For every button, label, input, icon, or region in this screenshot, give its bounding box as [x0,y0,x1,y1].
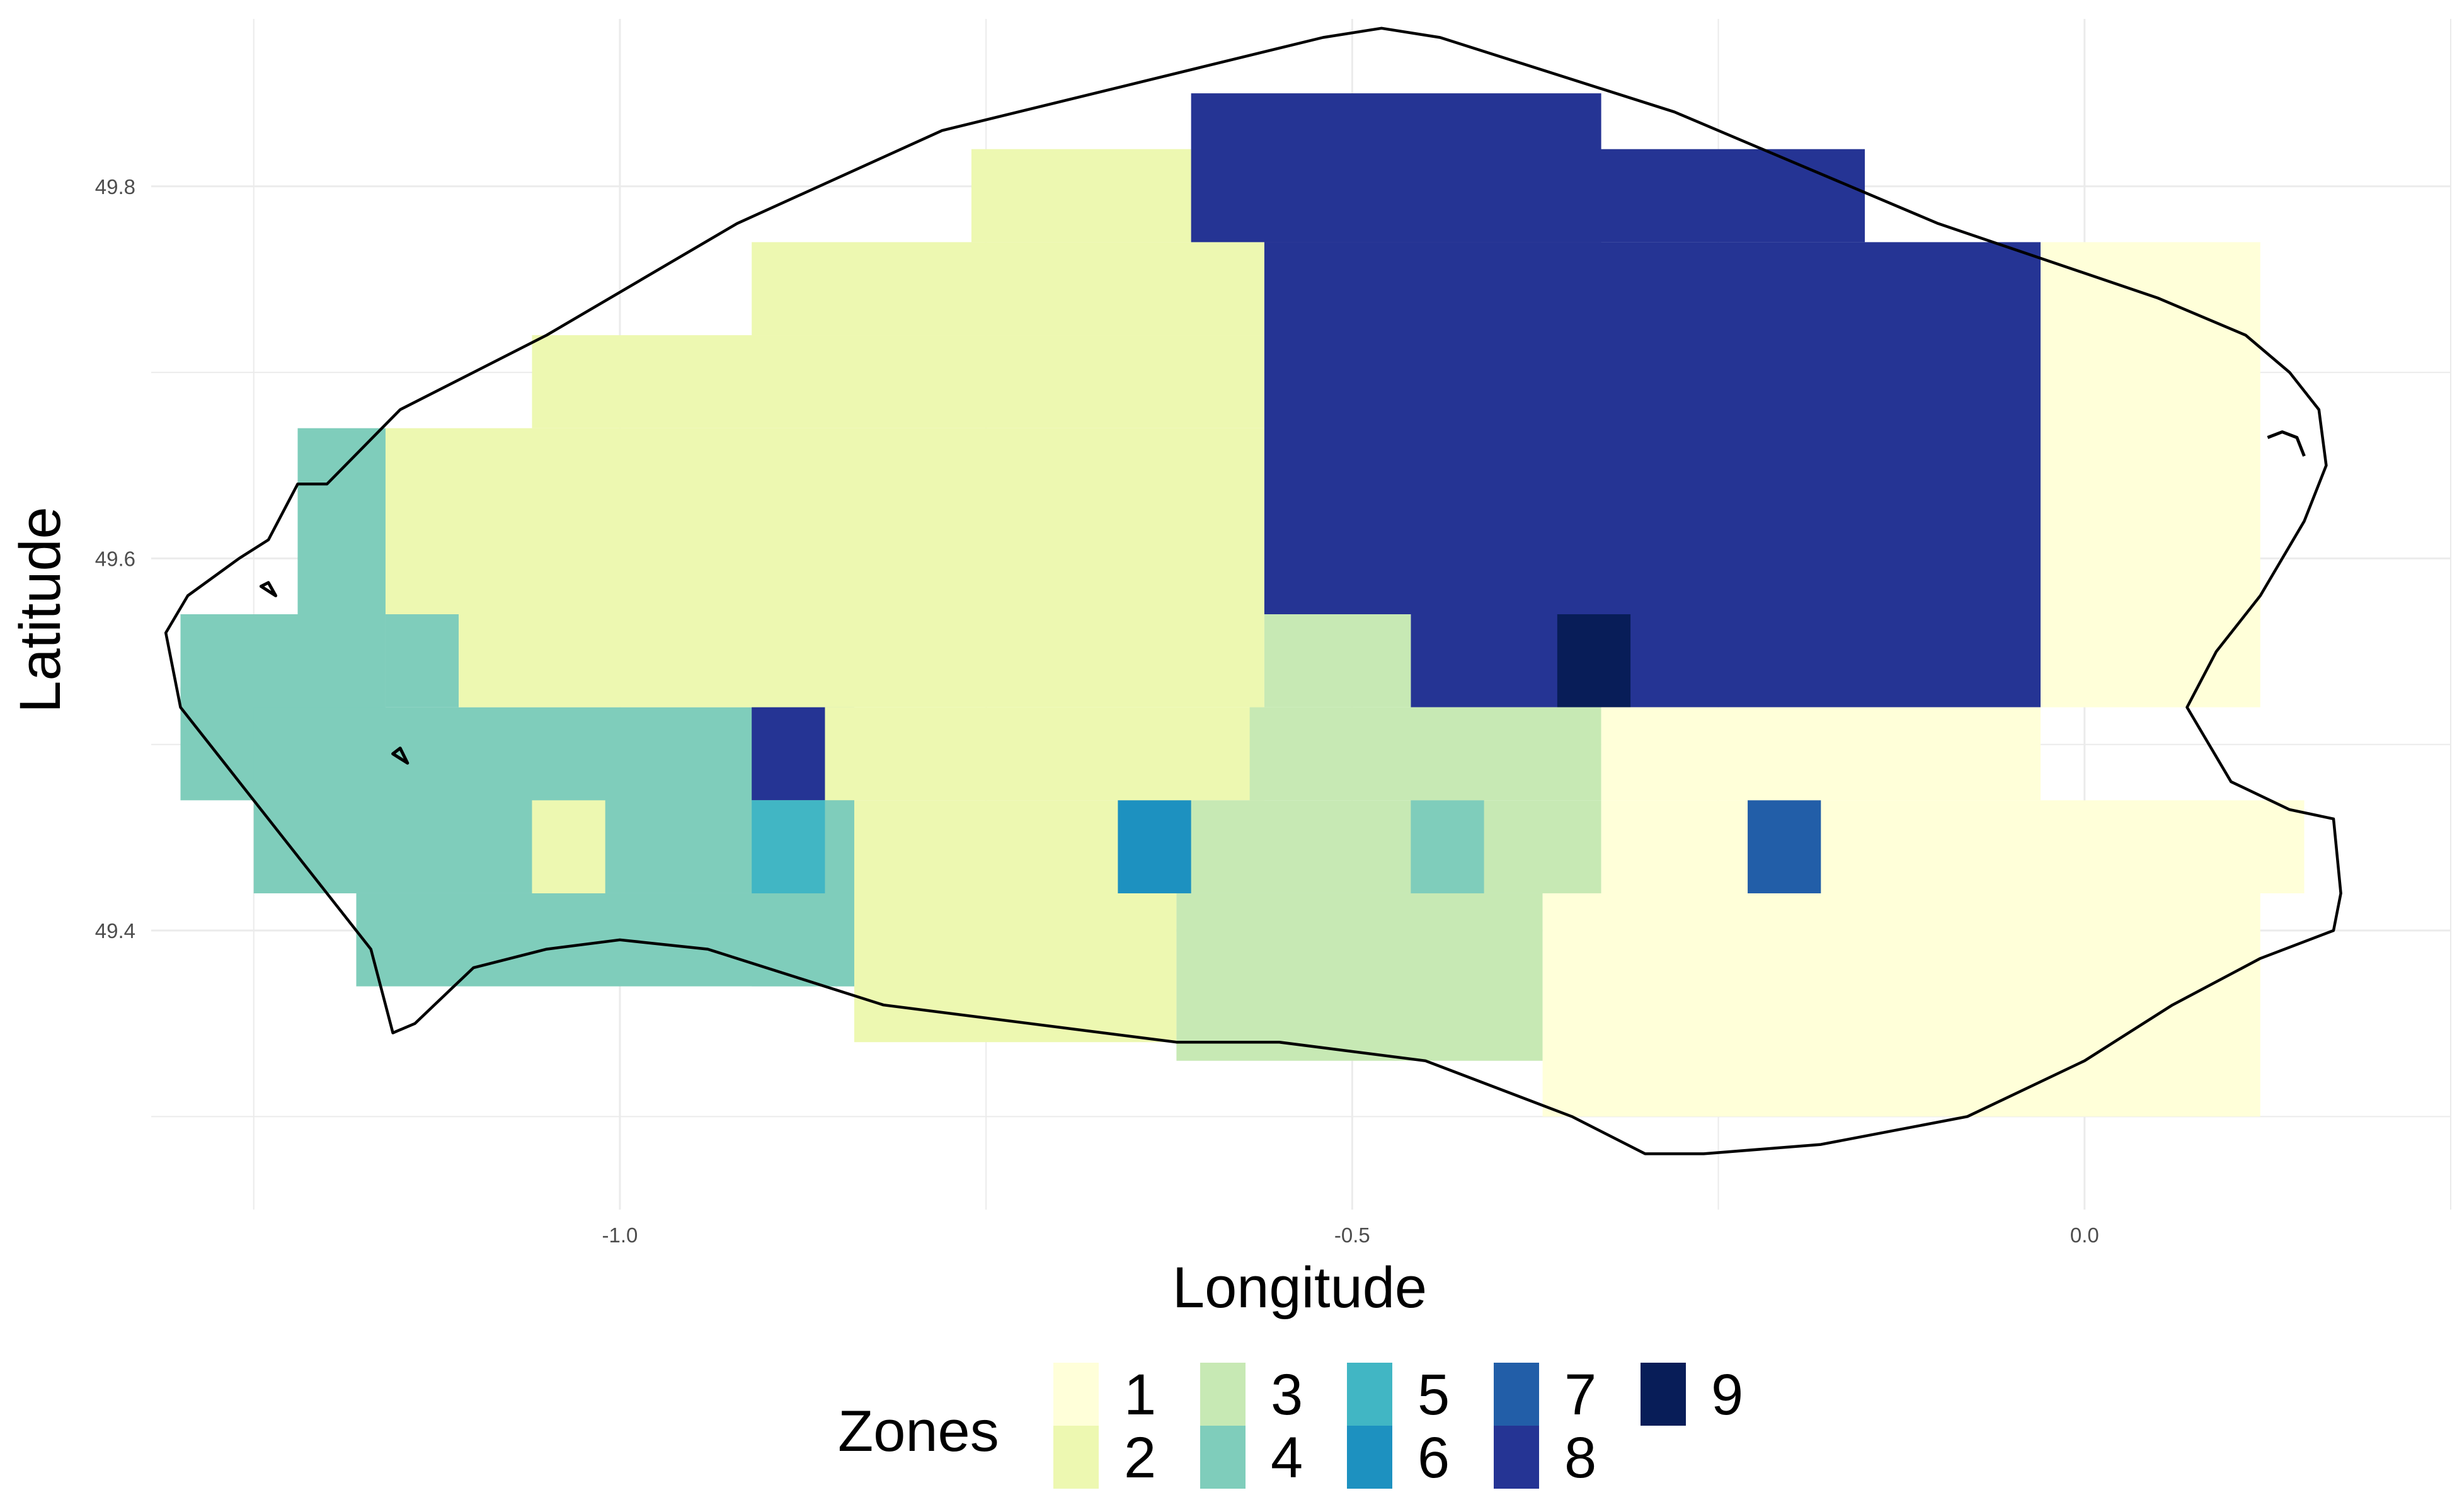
legend-label-zone-2: 2 [1124,1426,1156,1490]
zone-6-cell-29 [1118,800,1191,893]
zone-8-cell-15 [1264,149,1865,243]
legend-label-zone-3: 3 [1271,1363,1303,1427]
x-axis-title: Longitude [1172,1256,1427,1320]
legend-key-zone-2 [1053,1426,1099,1489]
x-tick-label-1: -0.5 [1334,1223,1370,1247]
y-tick-label-1: 49.6 [95,547,135,570]
plot-panel [151,19,2451,1210]
legend-items: 12 34 56 78 9 [1053,1363,1743,1490]
zone-8-cell-17 [752,707,825,801]
zone-3-cell-22 [1176,893,1543,1061]
legend-key-zone-3 [1200,1363,1246,1426]
zone-7-cell-31 [1748,800,1821,893]
zone-5-cell-28 [752,800,825,893]
zone-2-cell-7 [532,335,1264,428]
coastline-islet-2 [2267,430,2306,457]
zone-2-cell-6 [459,614,1264,707]
legend-label-zone-8: 8 [1564,1426,1596,1490]
legend-key-zone-9 [1641,1363,1686,1426]
legend-key-zone-4 [1200,1426,1246,1489]
zone-8-cell-16 [1411,614,2041,707]
zone-2-cell-10 [825,707,1264,801]
zone-cells [180,93,2305,1117]
x-tick-label-0: -1.0 [602,1223,638,1247]
zone-8-cell-13 [1264,242,2041,614]
zone-3-cell-21 [1176,800,1601,893]
zone-3-cell-20 [1249,707,1601,801]
zone-2-cell-8 [752,242,1264,336]
zone-4-cell-30 [1411,800,1484,893]
legend-label-zone-1: 1 [1124,1363,1156,1427]
zone-4-cell-3 [385,614,459,707]
x-tick-label-2: 0.0 [2070,1223,2099,1247]
legend-label-zone-5: 5 [1418,1363,1450,1427]
zone-3-cell-19 [1264,614,1411,707]
zone-2-cell-9 [971,149,1191,243]
legend-key-zone-6 [1347,1426,1392,1489]
y-axis-tick-labels: 49.4 49.6 49.8 [95,175,135,942]
legend-key-zone-1 [1053,1363,1099,1426]
legend-key-zone-5 [1347,1363,1392,1426]
zone-9-cell-18 [1557,614,1631,707]
x-axis-tick-labels: -1.0 -0.5 0.0 [602,1223,2099,1247]
zone-1-cell-24 [1601,800,2305,893]
zone-4-cell-2 [297,428,386,614]
y-tick-label-2: 49.8 [95,175,135,198]
zone-2-cell-12 [532,800,605,893]
y-axis-title: Latitude [8,507,72,713]
legend-label-zone-9: 9 [1711,1363,1743,1427]
zone-2-cell-5 [385,428,1264,614]
legend-label-zone-6: 6 [1418,1426,1450,1490]
legend-key-zone-7 [1494,1363,1539,1426]
coastline-islet-1 [391,747,410,765]
legend-label-zone-4: 4 [1271,1426,1303,1490]
legend: Zones 12 34 56 78 9 [838,1363,1743,1490]
coastline-outline [164,26,2342,1155]
legend-title: Zones [838,1399,999,1463]
legend-key-zone-8 [1494,1426,1539,1489]
coastline-islet-0 [259,581,278,597]
coastline-main [164,26,2342,1155]
zone-1-cell-26 [2041,242,2260,707]
y-tick-label-0: 49.4 [95,919,135,942]
legend-label-zone-7: 7 [1564,1363,1596,1427]
zone-1-cell-23 [1601,707,2041,801]
zone-1-cell-25 [1542,893,2260,1117]
